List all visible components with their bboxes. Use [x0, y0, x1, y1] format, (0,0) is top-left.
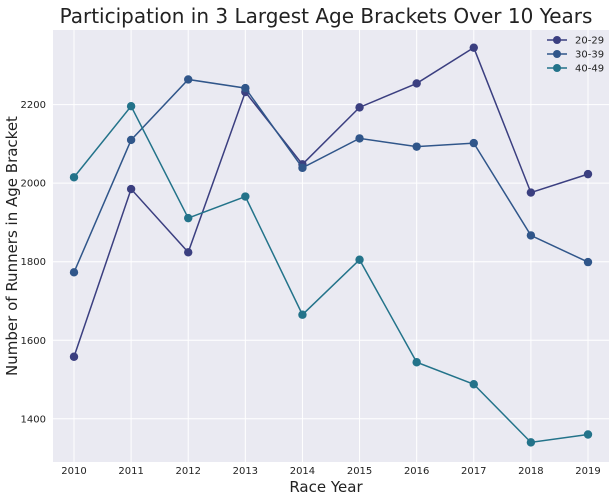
- data-point-20-29: [69, 352, 79, 361]
- chart-title: Participation in 3 Largest Age Brackets …: [60, 4, 593, 28]
- data-point-20-29: [355, 103, 364, 112]
- data-point-40-49: [469, 380, 478, 389]
- x-tick-label: 2014: [290, 466, 315, 477]
- data-point-20-29: [126, 184, 136, 194]
- legend-label: 30-39: [575, 50, 604, 61]
- legend-label: 40-49: [575, 64, 604, 75]
- data-point-30-39: [126, 135, 136, 145]
- data-point-30-39: [583, 257, 593, 267]
- x-axis-label: Race Year: [289, 478, 363, 496]
- data-point-30-39: [469, 138, 478, 148]
- data-point-40-49: [298, 310, 307, 319]
- data-point-30-39: [412, 142, 421, 151]
- data-point-40-49: [184, 213, 193, 223]
- x-tick-label: 2013: [233, 466, 258, 477]
- data-point-40-49: [69, 173, 79, 182]
- data-point-20-29: [526, 188, 536, 197]
- y-tick-labels: 1400 1600 1800 2000 2200: [21, 100, 46, 425]
- data-point-40-49: [412, 358, 421, 367]
- data-point-40-49: [526, 438, 536, 447]
- series-group: [69, 43, 593, 447]
- legend-label: 20-29: [575, 36, 604, 47]
- y-tick-label: 1400: [21, 414, 46, 425]
- series-line-40-49: [73, 104, 589, 444]
- x-tick-label: 2010: [61, 466, 86, 477]
- y-tick-label: 1600: [21, 336, 46, 347]
- series-line-30-39: [73, 78, 589, 273]
- data-point-20-29: [583, 169, 593, 179]
- data-point-30-39: [184, 75, 193, 84]
- data-point-40-49: [126, 101, 136, 111]
- y-tick-label: 1800: [21, 257, 46, 268]
- legend-marker: [553, 50, 561, 58]
- grid: [53, 30, 609, 462]
- data-point-30-39: [241, 83, 250, 93]
- x-tick-label: 2019: [575, 466, 600, 477]
- x-tick-label: 2016: [404, 466, 429, 477]
- y-tick-label: 2000: [21, 179, 46, 190]
- x-tick-labels: 2010 2011 2012 2013 2014 2015 2016 2017 2018 2019: [61, 466, 600, 477]
- series-line-20-29: [73, 46, 589, 357]
- x-tick-label: 2011: [118, 466, 143, 477]
- data-point-20-29: [412, 79, 421, 88]
- legend: 20-29 30-39 40-49: [547, 36, 604, 75]
- legend-marker: [553, 64, 561, 72]
- data-point-40-49: [583, 430, 593, 439]
- plot-background: [53, 30, 609, 462]
- y-tick-label: 2200: [21, 100, 46, 111]
- data-point-20-29: [184, 248, 193, 257]
- x-tick-label: 2018: [518, 466, 543, 477]
- x-tick-label: 2012: [175, 466, 200, 477]
- data-point-30-39: [355, 134, 364, 143]
- y-axis-label: Number of Runners in Age Bracket: [3, 116, 21, 376]
- data-point-20-29: [469, 43, 478, 52]
- data-point-30-39: [298, 163, 307, 173]
- data-point-40-49: [355, 255, 364, 264]
- legend-marker: [553, 36, 561, 44]
- x-tick-label: 2015: [347, 466, 372, 477]
- data-point-40-49: [241, 192, 250, 201]
- data-point-30-39: [69, 268, 79, 277]
- x-tick-label: 2017: [461, 466, 486, 477]
- data-point-30-39: [526, 231, 536, 240]
